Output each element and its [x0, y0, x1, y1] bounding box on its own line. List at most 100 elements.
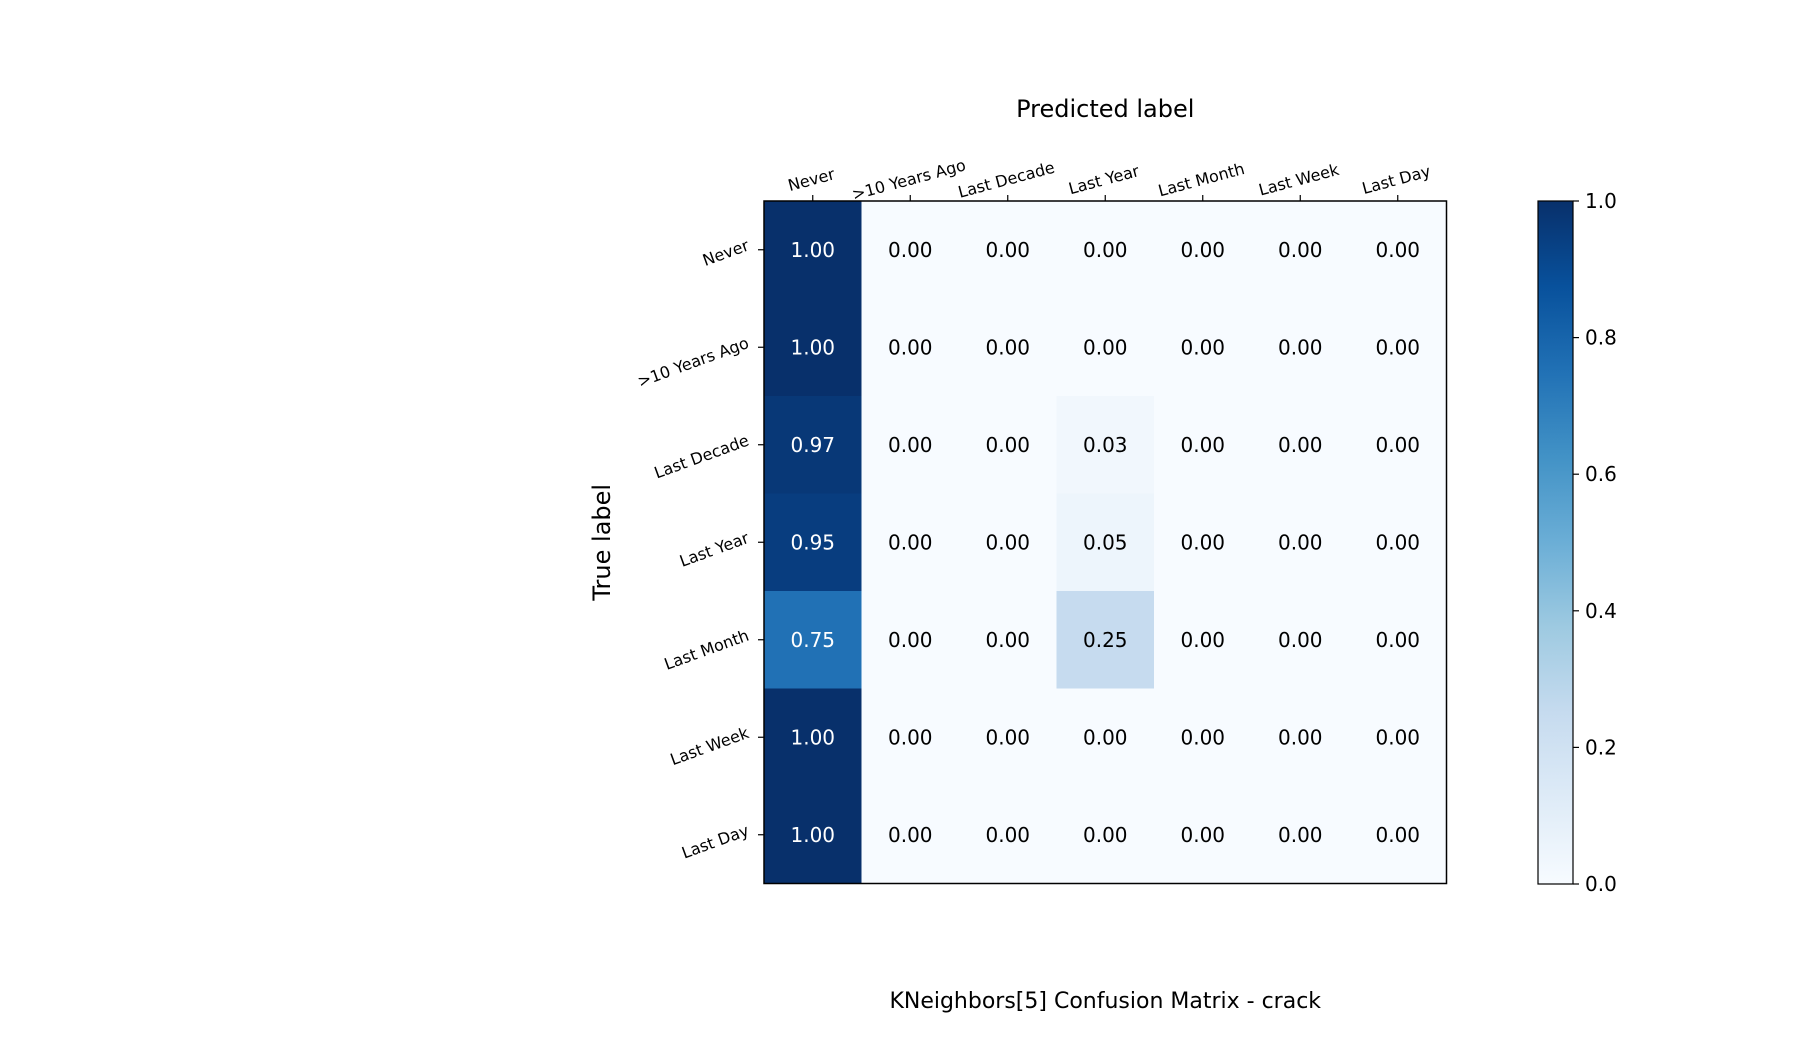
heatmap-cell [1251, 493, 1350, 592]
x-tick-label: Last Day [1360, 161, 1433, 197]
heatmap-cell [861, 396, 960, 494]
cell-value-label: 0.00 [985, 725, 1030, 749]
cell-value-label: 0.00 [1180, 335, 1225, 359]
y-tick-label: Last Day [679, 821, 751, 863]
y-tick-label: Last Decade [652, 431, 752, 483]
cell-value-label: 0.25 [1083, 628, 1128, 652]
heatmap-cell [1251, 396, 1350, 494]
heatmap-cell [1056, 786, 1155, 884]
cell-value-label: 0.00 [1083, 238, 1128, 262]
cell-value-label: 0.05 [1083, 530, 1128, 554]
heatmap-cell [1251, 786, 1350, 884]
cell-value-label: 0.00 [1180, 530, 1225, 554]
heatmap-cell [959, 493, 1057, 592]
heatmap-cell [1056, 688, 1155, 787]
colorbar [1537, 200, 1574, 885]
heatmap-cell [861, 493, 960, 592]
heatmap-cell [959, 688, 1057, 787]
cell-value-label: 0.00 [1180, 238, 1225, 262]
y-tick-label: Last Year [677, 528, 752, 571]
heatmap-cell [764, 396, 862, 494]
heatmap-cell [861, 298, 960, 397]
heatmap-cell [1349, 396, 1447, 494]
cell-value-label: 0.00 [888, 335, 933, 359]
cell-value-label: 0.00 [1278, 530, 1323, 554]
x-tick-label: Last Week [1257, 160, 1342, 200]
heatmap-cell [764, 591, 862, 689]
x-tick-label: Last Month [1156, 159, 1246, 200]
cell-value-label: 1.00 [790, 823, 835, 847]
heatmap-cell [1154, 493, 1252, 592]
x-tick-label: Last Year [1066, 161, 1141, 198]
x-tick-label: Never [786, 164, 837, 195]
chart-title: KNeighbors[5] Confusion Matrix - crack [889, 989, 1321, 1014]
cell-value-label: 0.03 [1083, 433, 1128, 457]
heatmap-cell [1154, 688, 1252, 787]
cell-value-label: 0.00 [1180, 433, 1225, 457]
heatmap-cell [764, 688, 862, 787]
cell-value-label: 0.75 [790, 628, 835, 652]
heatmap-cell [764, 786, 862, 884]
heatmap-cell [1154, 201, 1252, 299]
cell-value-label: 0.95 [790, 530, 835, 554]
y-tick-label: >10 Years Ago [635, 333, 751, 391]
heatmap-cell [959, 298, 1057, 397]
heatmap-cell [1349, 201, 1447, 299]
heatmap-cell [1154, 786, 1252, 884]
colorbar-tick-label: 1.0 [1585, 189, 1617, 213]
cell-value-label: 0.00 [1375, 530, 1420, 554]
heatmap-cell [764, 298, 862, 397]
heatmap-cell [764, 201, 862, 299]
heatmap-cell [861, 591, 960, 689]
cell-value-label: 0.00 [1278, 725, 1323, 749]
heatmap-cell [959, 396, 1057, 494]
heatmap-cell [1251, 591, 1350, 689]
cell-value-label: 0.00 [1375, 335, 1420, 359]
cell-value-label: 0.00 [1180, 725, 1225, 749]
heatmap-cell [764, 493, 862, 592]
heatmap-cell-labels: 1.00 0.00 0.00 0.00 0.00 0.00 0.00 1.00 0.00 0.00… [790, 238, 1420, 847]
cell-value-label: 0.00 [888, 433, 933, 457]
colorbar-tick-label: 0.6 [1585, 462, 1617, 486]
heatmap-cell [861, 786, 960, 884]
heatmap-cell [1154, 396, 1252, 494]
heatmap-cell [1349, 298, 1447, 397]
cell-value-label: 0.00 [888, 725, 933, 749]
cell-value-label: 0.00 [1180, 628, 1225, 652]
y-axis-title: True label [588, 484, 616, 602]
heatmap-cell [1349, 786, 1447, 884]
cell-value-label: 0.00 [1278, 823, 1323, 847]
heatmap-cell [1056, 201, 1155, 299]
heatmap-cell [959, 591, 1057, 689]
cell-value-label: 0.00 [1180, 823, 1225, 847]
y-tick-label: Last Week [668, 723, 752, 769]
x-tick-label: Last Decade [956, 158, 1057, 202]
cell-value-label: 0.00 [985, 335, 1030, 359]
cell-value-label: 1.00 [790, 238, 835, 262]
heatmap-cell [959, 786, 1057, 884]
heatmap-cell [1349, 591, 1447, 689]
cell-value-label: 0.00 [1375, 628, 1420, 652]
cell-value-label: 0.00 [985, 238, 1030, 262]
cell-value-label: 0.00 [1083, 335, 1128, 359]
heatmap-cell [1056, 298, 1155, 397]
cell-value-label: 0.00 [1375, 823, 1420, 847]
heatmap-cell [1056, 493, 1155, 592]
cell-value-label: 0.00 [985, 628, 1030, 652]
heatmap-cell [1251, 201, 1350, 299]
cell-value-label: 0.00 [888, 238, 933, 262]
y-axis-ticks: Never >10 Years Ago Last Decade Last Year La… [635, 236, 764, 863]
colorbar-tick-label: 0.2 [1585, 735, 1617, 759]
x-tick-label: >10 Years Ago [850, 155, 968, 204]
cell-value-label: 0.00 [888, 530, 933, 554]
heatmap-cells [764, 201, 1447, 884]
x-axis-title: Predicted label [1016, 95, 1194, 123]
heatmap-cell [1056, 591, 1155, 689]
heatmap-cell [1349, 493, 1447, 592]
cell-value-label: 0.00 [1278, 433, 1323, 457]
heatmap-cell [861, 201, 960, 299]
cell-value-label: 0.00 [1375, 238, 1420, 262]
colorbar-ticks: 0.0 0.2 0.4 0.6 0.8 1.0 [1573, 189, 1617, 896]
